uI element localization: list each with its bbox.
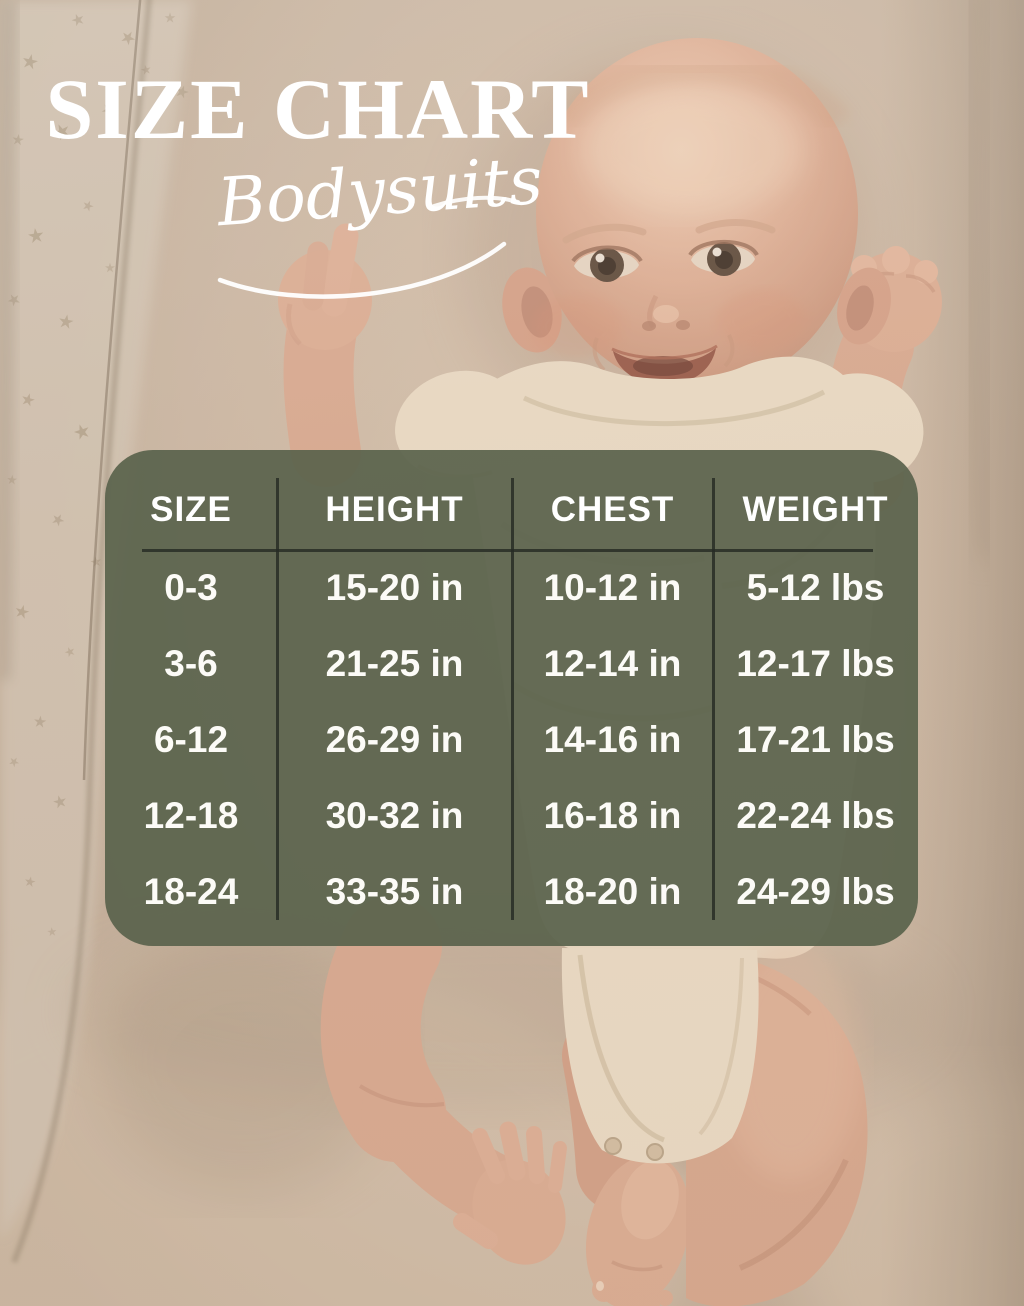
table-cell: 21-25 in [325, 643, 464, 684]
table-cell: 16-18 in [543, 795, 682, 836]
table-cell: 15-20 in [325, 567, 464, 608]
column-header-size: SIZE [150, 490, 232, 529]
table-cell: 14-16 in [543, 719, 682, 760]
column-divider [511, 478, 514, 920]
table-cell: 18-24 [143, 871, 239, 912]
table-cell: 30-32 in [325, 795, 464, 836]
table-cell: 33-35 in [325, 871, 464, 912]
table-cell: 12-18 [143, 795, 239, 836]
header-divider [142, 549, 873, 552]
column-header-height: HEIGHT [325, 490, 464, 529]
column-header-chest: CHEST [550, 490, 675, 529]
table-cell: 26-29 in [325, 719, 464, 760]
size-table-grid: SIZE HEIGHT CHEST WEIGHT 0-3 15-20 in 10… [105, 450, 918, 946]
table-cell: 12-14 in [543, 643, 682, 684]
table-cell: 22-24 lbs [736, 795, 895, 836]
table-cell: 0-3 [164, 567, 218, 608]
table-cell: 3-6 [164, 643, 218, 684]
size-table-card: SIZE HEIGHT CHEST WEIGHT 0-3 15-20 in 10… [105, 450, 918, 946]
table-cell: 18-20 in [543, 871, 682, 912]
column-divider [276, 478, 279, 920]
table-cell: 24-29 lbs [736, 871, 895, 912]
table-cell: 10-12 in [543, 567, 682, 608]
table-cell: 12-17 lbs [736, 643, 895, 684]
column-divider [712, 478, 715, 920]
table-cell: 5-12 lbs [746, 567, 885, 608]
star-fabric [0, 0, 192, 1264]
column-header-weight: WEIGHT [742, 490, 889, 529]
table-cell: 17-21 lbs [736, 719, 895, 760]
table-cell: 6-12 [153, 719, 229, 760]
